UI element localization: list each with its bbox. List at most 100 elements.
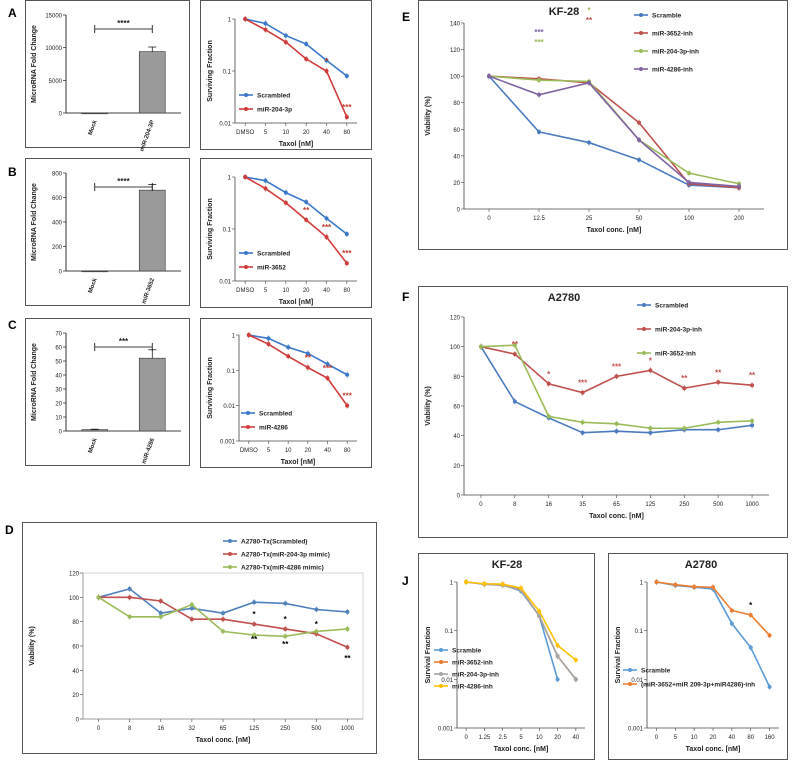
series-line	[98, 596, 348, 648]
y-tick-label: 100	[69, 596, 80, 602]
y-tick-label: 100	[450, 345, 461, 351]
legend-marker	[439, 660, 443, 664]
legend-label: miR-204-3p	[257, 107, 292, 114]
panel-letter-d: D	[5, 523, 14, 537]
significance-label: ***	[534, 28, 544, 37]
significance-label: **	[344, 654, 351, 663]
legend-label: A2780-Tx(miR-204-3p mimic)	[241, 552, 330, 559]
significance-label: ***	[584, 0, 594, 5]
significance-label: ***	[323, 364, 333, 373]
x-tick-label: 125	[645, 502, 656, 508]
x-axis-label: Taxol [nM]	[279, 141, 313, 148]
x-tick-label: 20	[303, 130, 310, 136]
significance-label: **	[586, 16, 593, 25]
y-axis-label: Viability (%)	[425, 96, 432, 136]
chart-title: KF-28	[492, 559, 523, 571]
y-tick-label: 60	[72, 645, 79, 651]
x-tick-label: 80	[747, 735, 754, 741]
legend-marker	[228, 552, 232, 556]
y-tick-label: 800	[52, 172, 63, 178]
series-line	[244, 18, 348, 118]
significance-label: ***	[342, 392, 352, 401]
chart-svg: 0.01 0.1 1 DMSO 5 10 20 40 80 Taxol [nM] Surviving…	[207, 174, 357, 306]
chart-svg: 0.01 0.1 1 DMSO 5 10 20 40 80 Taxol [nM] Surviving…	[207, 16, 357, 148]
series-line	[656, 581, 771, 688]
y-tick-label: 0	[457, 208, 461, 214]
x-tick-label: 10	[282, 130, 289, 136]
chart-a-survival: 0.01 0.1 1 DMSO 5 10 20 40 80 Taxol [nM] Surviving…	[200, 0, 372, 150]
legend-marker	[642, 303, 646, 307]
x-tick-label: 20	[304, 448, 311, 454]
x-axis-label: Taxol conc. [nM]	[587, 227, 642, 234]
legend-marker	[642, 327, 646, 331]
x-tick-label: 5	[264, 288, 268, 294]
legend-label: Scrambled	[655, 303, 688, 310]
y-tick-label: 10	[55, 416, 62, 422]
x-tick-label: 5	[674, 735, 678, 741]
legend-label: miR-4286	[259, 425, 288, 432]
significance-label: *	[649, 356, 653, 365]
x-tick-label: 35	[579, 502, 586, 508]
x-tick-label: 500	[311, 726, 322, 732]
x-tick-label: 25	[586, 216, 593, 222]
legend-label: miR-204-3p-inh	[652, 49, 699, 56]
y-axis-label: Surviving Fraction	[207, 40, 214, 101]
y-axis-label: Viability (%)	[29, 626, 36, 666]
series-line	[248, 334, 348, 376]
y-tick-label: 120	[450, 316, 461, 322]
y-tick-label: 40	[72, 669, 79, 675]
significance-label: **	[251, 635, 258, 644]
y-tick-label: 60	[55, 346, 62, 352]
legend-marker	[439, 648, 443, 652]
legend-label: Scramble	[641, 668, 671, 675]
y-tick-label: 15000	[45, 14, 62, 20]
legend-marker	[244, 251, 248, 255]
bar	[138, 189, 166, 272]
x-axis-label: Taxol [nM]	[279, 299, 313, 306]
series-line	[480, 344, 753, 430]
y-tick-label: 0.001	[628, 727, 644, 733]
y-tick-label: 140	[450, 22, 461, 28]
x-tick-label: miR-204-3P	[139, 120, 156, 153]
y-tick-label: 80	[453, 101, 460, 107]
chart-svg: 0 20 40 60 80 100 120 0 8 16 35 65 125 250 500 1000 Taxo…	[425, 292, 769, 520]
x-tick-label: 2.5	[499, 735, 508, 741]
significance-label: ***	[342, 103, 352, 112]
significance-label: **	[303, 206, 310, 215]
y-tick-label: 30	[55, 388, 62, 394]
y-tick-label: 200	[52, 245, 63, 251]
legend-marker	[244, 265, 248, 269]
bar	[81, 112, 109, 115]
legend-label: miR-3652-inh	[655, 351, 696, 358]
y-tick-label: 600	[52, 196, 63, 202]
chart-svg: 0 5000 10000 15000 MicroRNA Fold Change Mock m…	[31, 14, 181, 152]
legend-label: Scramble	[652, 13, 682, 20]
x-axis-label: Taxol conc. [nM]	[686, 746, 741, 753]
significance-label: *	[749, 601, 753, 610]
legend-label: miR-3652	[257, 265, 286, 272]
legend-marker	[246, 425, 250, 429]
legend-label: miR-204-3p-inh	[452, 672, 499, 679]
bar	[138, 357, 166, 432]
series-line	[488, 75, 740, 188]
x-tick-label: 160	[765, 735, 776, 741]
significance-label: **	[512, 340, 519, 349]
x-tick-label: 1000	[745, 502, 759, 508]
y-tick-label: 0.1	[223, 70, 232, 76]
y-axis-label: Survival Fraction	[615, 627, 622, 684]
series-line	[244, 176, 348, 264]
significance-label: ***	[534, 38, 544, 47]
y-tick-label: 50	[55, 360, 62, 366]
x-tick-label: 5	[519, 735, 523, 741]
chart-b-survival: 0.01 0.1 1 DMSO 5 10 20 40 80 Taxol [nM] Surviving…	[200, 158, 372, 308]
significance-label: **	[715, 368, 722, 377]
x-tick-label: Mock	[88, 119, 99, 136]
x-tick-label: 10	[691, 735, 698, 741]
significance-label: ***	[119, 337, 129, 346]
legend-label: A2780-Tx(miR-4286 mimic)	[241, 565, 324, 572]
chart-b-bar: 0 200 400 600 800 MicroRNA Fold Change Mock miR…	[25, 158, 190, 306]
x-tick-label: 65	[220, 726, 227, 732]
x-tick-label: 250	[679, 502, 690, 508]
legend-label: Scrambled	[259, 411, 292, 418]
legend-label: (miR-3652+miR 209-3p+miR4286)-inh	[641, 682, 755, 689]
